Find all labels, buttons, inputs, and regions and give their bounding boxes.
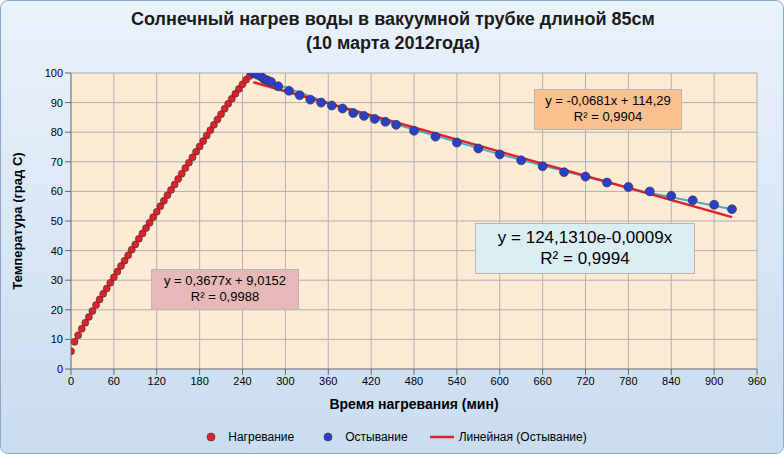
svg-text:360: 360 <box>319 375 337 387</box>
svg-text:70: 70 <box>51 156 63 168</box>
html-text:y = 0,3677x + 9,0152: y = 0,3677x + 9,0152 <box>163 273 287 288</box>
svg-text:780: 780 <box>619 375 637 387</box>
svg-text:90: 90 <box>51 97 63 109</box>
svg-text:540: 540 <box>448 375 466 387</box>
html-text:(10 марта 2012года): (10 марта 2012года) <box>305 33 481 53</box>
svg-text:660: 660 <box>533 375 551 387</box>
svg-text:30: 30 <box>51 274 63 286</box>
svg-text:180: 180 <box>190 375 208 387</box>
html-text:Линейная (Остывание): Линейная (Остывание) <box>458 430 587 444</box>
svg-text:960: 960 <box>748 375 766 387</box>
svg-text:480: 480 <box>405 375 423 387</box>
html-text:R² = 0,9994: R² = 0,9994 <box>540 249 630 269</box>
svg-text:840: 840 <box>662 375 680 387</box>
svg-text:10: 10 <box>51 333 63 345</box>
svg-text:420: 420 <box>362 375 380 387</box>
svg-text:300: 300 <box>276 375 294 387</box>
html-text:R² = 0,9988: R² = 0,9988 <box>190 289 260 305</box>
svg-text:720: 720 <box>576 375 594 387</box>
svg-text:900: 900 <box>705 375 723 387</box>
svg-text:40: 40 <box>51 245 63 257</box>
html-text:y = -0,0681x + 114,29: y = -0,0681x + 114,29 <box>545 93 671 108</box>
svg-text:60: 60 <box>51 185 63 197</box>
html-text:R² = 0,9904: R² = 0,9904 <box>573 109 643 125</box>
html-text:Нагревание: Нагревание <box>228 430 295 444</box>
svg-text:120: 120 <box>148 375 166 387</box>
svg-text:Время нагревания (мин): Время нагревания (мин) <box>329 396 498 412</box>
svg-text:50: 50 <box>51 215 63 227</box>
svg-text:0: 0 <box>57 363 63 375</box>
svg-text:0: 0 <box>68 375 74 387</box>
html-text:Остывание: Остывание <box>345 430 408 444</box>
svg-text:240: 240 <box>233 375 251 387</box>
html-text:y = 124,1310e-0,0009x: y = 124,1310e-0,0009x <box>497 228 673 247</box>
html-text:Солнечный нагрев воды в вакуум: Солнечный нагрев воды в вакуумной трубке… <box>131 9 655 29</box>
svg-text:80: 80 <box>51 126 63 138</box>
svg-text:600: 600 <box>491 375 509 387</box>
svg-text:20: 20 <box>51 304 63 316</box>
svg-text:Температура (град С): Температура (град С) <box>10 152 25 289</box>
svg-text:60: 60 <box>108 375 120 387</box>
svg-text:100: 100 <box>45 67 63 79</box>
